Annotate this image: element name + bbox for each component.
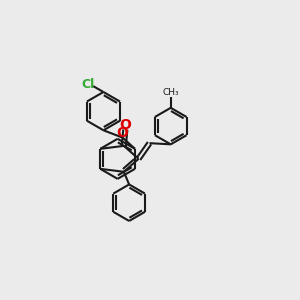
Text: O: O [117,126,128,140]
Text: Cl: Cl [81,78,94,91]
Text: O: O [119,118,131,132]
Text: CH₃: CH₃ [162,88,179,97]
